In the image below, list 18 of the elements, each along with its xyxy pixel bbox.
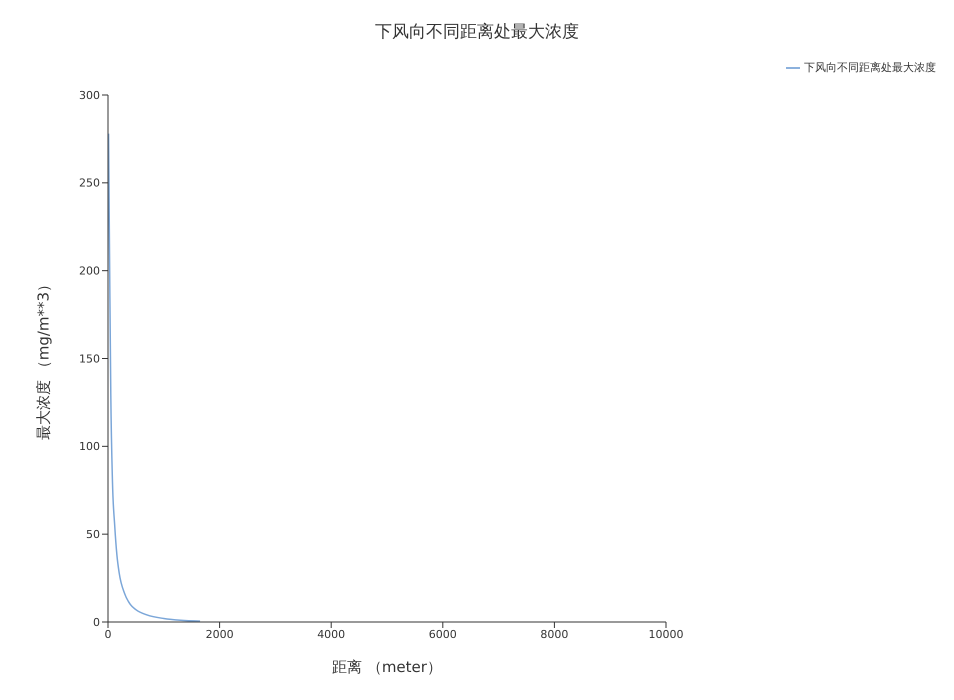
chart-title: 下风向不同距离处最大浓度 (374, 21, 580, 44)
x-tick-label: 0 (104, 628, 112, 641)
x-axis-title: 距离 （meter） (332, 658, 442, 676)
y-tick-label: 300 (79, 88, 100, 102)
y-tick-label: 0 (93, 616, 100, 629)
line-series (108, 132, 201, 622)
y-tick-label: 250 (79, 176, 100, 190)
x-tick-label: 6000 (428, 628, 457, 641)
y-tick-label: 150 (79, 352, 100, 366)
y-tick-label: 200 (79, 264, 100, 278)
x-tick-label: 2000 (206, 628, 234, 641)
y-tick-label: 100 (79, 440, 100, 454)
x-tick-label: 8000 (540, 628, 568, 641)
y-tick-label: 50 (86, 528, 100, 542)
legend-label: 下风向不同距离处最大浓度 (804, 61, 936, 74)
y-axis-title: 最大浓度 （mg/m**3） (34, 276, 52, 440)
x-tick-label: 10000 (648, 628, 684, 641)
x-tick-label: 4000 (317, 628, 346, 641)
